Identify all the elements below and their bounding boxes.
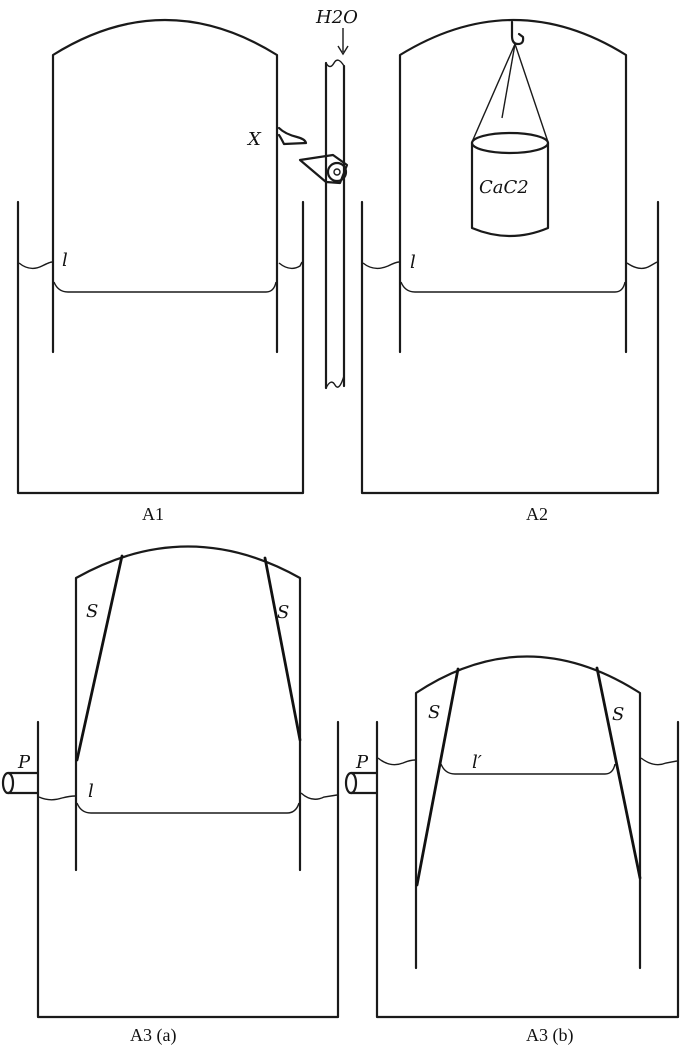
a1-outer-vessel — [16, 200, 305, 495]
a3b-pipe-end — [344, 771, 358, 795]
a3b-bell — [414, 655, 642, 970]
a2-caption: A2 — [526, 504, 548, 524]
a1-caption: A1 — [142, 504, 164, 524]
a3a-side-left — [75, 554, 124, 762]
a1-inner-water-level — [53, 281, 277, 293]
a3a-level-label: l — [88, 781, 94, 802]
a3a-bell — [74, 545, 302, 872]
panel-a1: l X H2O A1 — [16, 7, 358, 524]
a2-water-right — [626, 261, 658, 270]
a3b-side-label-left: S — [428, 702, 440, 723]
a3b-water-right — [640, 757, 678, 766]
a2-level-label: l — [410, 252, 416, 273]
panel-a3a: S S P l A3 (a) — [1, 545, 340, 1046]
a2-basket-sides — [470, 141, 550, 238]
a3a-inner-water-level — [76, 802, 300, 814]
a3a-outer-vessel — [36, 720, 340, 1019]
a1-water-label: H2O — [315, 7, 358, 28]
a3b-side-right — [595, 666, 642, 880]
panel-a2: l CaC2 A2 — [360, 18, 660, 524]
a2-string-left — [471, 43, 516, 143]
a2-basket-top — [470, 131, 550, 155]
a1-valve-pivot-inner — [333, 168, 341, 176]
a2-bell — [398, 18, 628, 354]
a3b-inner-water-level — [440, 763, 616, 775]
a1-feed-tube-bottom — [325, 375, 345, 389]
a2-inner-water-level — [400, 281, 626, 293]
a3a-water-left — [38, 795, 76, 801]
a1-water-right — [278, 261, 303, 270]
a3b-pipe — [349, 771, 378, 795]
a1-nozzle — [277, 126, 308, 146]
a1-water-left — [18, 261, 53, 270]
a2-string-right — [514, 43, 549, 143]
a3b-outer-vessel — [375, 720, 680, 1019]
a3b-pipe-label: P — [355, 752, 369, 773]
a3b-side-label-right: S — [612, 704, 624, 725]
a1-level-label: l — [62, 250, 68, 271]
a1-water-arrowhead — [337, 45, 349, 56]
a1-feed-tube-top — [325, 59, 345, 68]
a1-valve-label: X — [246, 129, 262, 150]
a3a-side-label-right: S — [277, 602, 289, 623]
a3a-caption: A3 (a) — [130, 1025, 176, 1046]
a3a-pipe — [6, 771, 39, 795]
a2-water-left — [362, 261, 400, 270]
a1-bell — [51, 18, 279, 354]
a3b-side-left — [415, 667, 460, 887]
a2-string-mid — [501, 43, 516, 119]
a1-valve-pivot — [326, 161, 348, 183]
a3b-water-left — [377, 757, 416, 766]
a3a-pipe-end — [1, 771, 15, 795]
a3a-side-label-left: S — [86, 601, 98, 622]
a2-hook — [510, 20, 525, 46]
a3a-side-right — [263, 556, 302, 742]
a3b-level-label: l′ — [472, 752, 482, 773]
a3a-water-right — [300, 792, 338, 800]
a1-valve-lever — [298, 153, 349, 185]
a2-outer-vessel — [360, 200, 660, 495]
a3a-pipe-label: P — [17, 752, 31, 773]
panel-a3b: S S P l′ A3 (b) — [344, 655, 680, 1046]
a3b-caption: A3 (b) — [526, 1025, 574, 1046]
a2-carbide-label: CaC2 — [479, 177, 529, 198]
